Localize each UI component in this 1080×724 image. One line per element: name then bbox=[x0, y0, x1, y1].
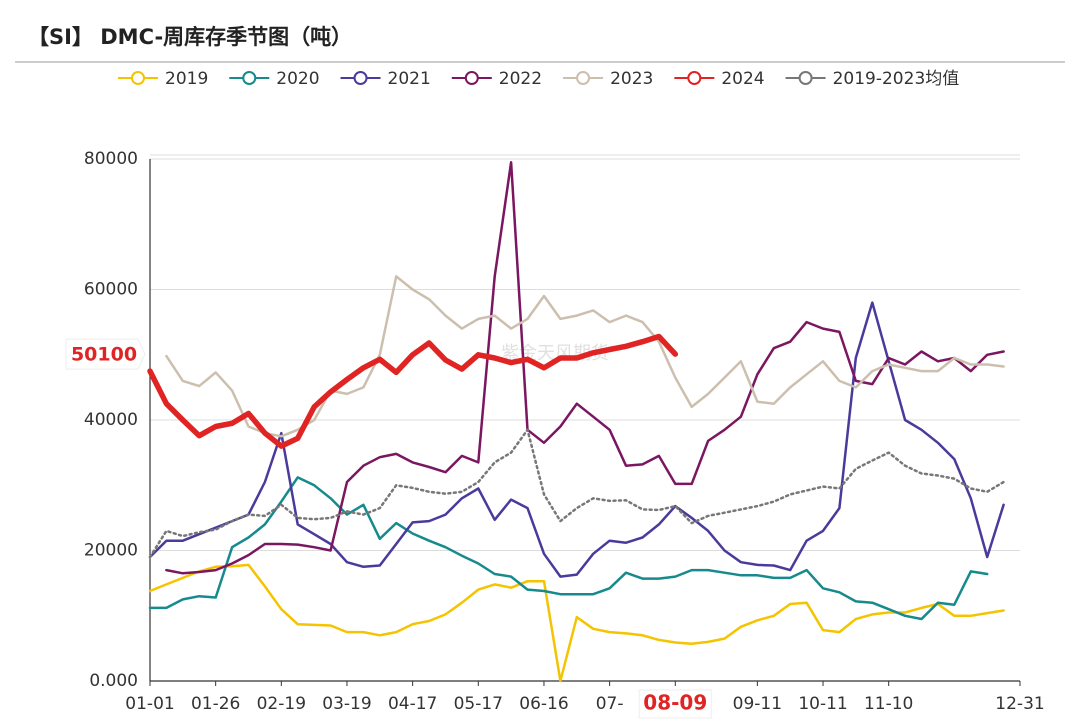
x-tick-label: 05-17 bbox=[454, 694, 503, 714]
y-tick-label: 20000 bbox=[84, 541, 138, 561]
x-tick-label: 12-31 bbox=[995, 694, 1044, 714]
legend-label: 2020 bbox=[276, 69, 319, 89]
legend-marker bbox=[687, 71, 702, 85]
series-line bbox=[147, 333, 679, 449]
series-line bbox=[165, 161, 1005, 575]
x-highlight-box bbox=[638, 689, 712, 719]
series-line bbox=[148, 301, 1005, 578]
legend-label: 2021 bbox=[388, 69, 431, 89]
x-tick-label: 06-16 bbox=[519, 694, 568, 714]
legend-marker bbox=[576, 71, 591, 85]
y-tick-label: 60000 bbox=[84, 280, 138, 300]
x-tick-label: 09-11 bbox=[733, 694, 782, 714]
series-line bbox=[148, 563, 1005, 683]
legend-marker bbox=[464, 71, 479, 85]
x-tick-label: 10-11 bbox=[798, 694, 847, 714]
series-line bbox=[148, 428, 1005, 559]
legend-label: 2022 bbox=[499, 69, 542, 89]
x-tick-label: 08-09 bbox=[643, 691, 707, 715]
value-badge-label: 50100 bbox=[71, 344, 137, 366]
x-tick-label: 11-10 bbox=[864, 694, 913, 714]
legend-label: 2019-2023均值 bbox=[833, 69, 960, 89]
legend-marker bbox=[242, 71, 257, 85]
series-line bbox=[148, 476, 989, 621]
legend-marker bbox=[353, 71, 368, 85]
x-tick-label: 01-26 bbox=[191, 694, 240, 714]
legend: 2019 2020 2021 2022 2023 2024 2019-2023均值 bbox=[118, 69, 959, 89]
y-tick-label: 0.000 bbox=[89, 671, 138, 691]
chart-title: 【SI】 DMC-周库存季节图（吨） bbox=[28, 25, 352, 49]
legend-label: 2024 bbox=[721, 69, 764, 89]
x-tick-label: 07- bbox=[596, 694, 624, 714]
x-tick-label: 01-01 bbox=[125, 694, 174, 714]
y-tick-label: 80000 bbox=[84, 149, 138, 169]
value-badge bbox=[65, 338, 146, 370]
legend-marker bbox=[798, 71, 813, 85]
x-tick-label: 03-19 bbox=[322, 694, 371, 714]
y-tick-label: 40000 bbox=[84, 410, 138, 430]
x-tick-label: 02-19 bbox=[257, 694, 306, 714]
legend-label: 2019 bbox=[165, 69, 208, 89]
legend-marker bbox=[131, 71, 145, 85]
x-tick-label: 04-17 bbox=[388, 694, 437, 714]
legend-label: 2023 bbox=[610, 69, 653, 89]
